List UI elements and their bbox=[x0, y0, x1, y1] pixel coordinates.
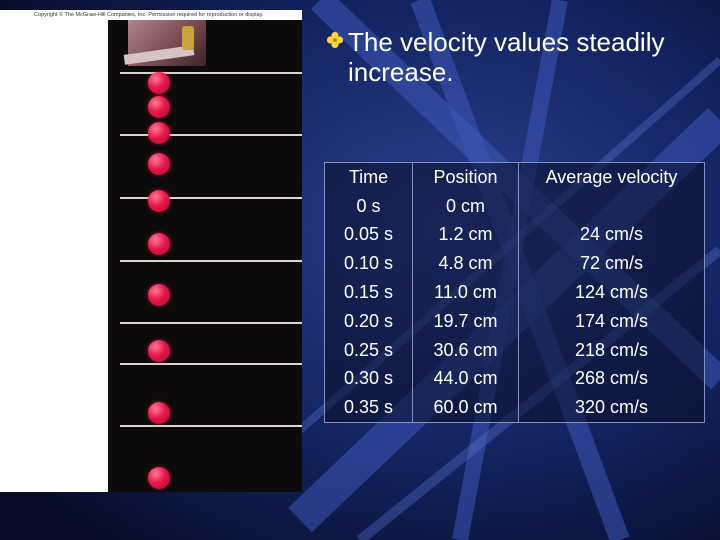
ball-image bbox=[148, 467, 170, 489]
ball-image bbox=[148, 284, 170, 306]
bullet-text: The velocity values steadily increase. bbox=[348, 27, 665, 87]
bullet-point: The velocity values steadily increase. bbox=[326, 27, 706, 87]
ball-image bbox=[148, 96, 170, 118]
ball-image bbox=[148, 402, 170, 424]
table-row: 0.15 s 11.0 cm 124 cm/s bbox=[324, 278, 705, 307]
scale-line bbox=[120, 322, 302, 324]
falling-ball-strobe-photo bbox=[108, 20, 302, 492]
time-cell: 0.25 s bbox=[324, 335, 413, 365]
table-row: 0.35 s 60.0 cm 320 cm/s bbox=[324, 393, 705, 424]
photo-panel: Copyright © The McGraw-Hill Companies, I… bbox=[0, 10, 302, 492]
velocity-cell: 24 cm/s bbox=[518, 220, 705, 250]
time-cell: 0.30 s bbox=[324, 364, 413, 394]
position-cell: 0 cm bbox=[412, 191, 519, 221]
velocity-cell: 320 cm/s bbox=[518, 393, 705, 424]
scale-line bbox=[120, 197, 302, 199]
scale-line bbox=[120, 363, 302, 365]
time-cell: 0 s bbox=[324, 191, 413, 221]
time-cell: 0.35 s bbox=[324, 393, 413, 424]
ball-image bbox=[148, 233, 170, 255]
table-row: 0.10 s 4.8 cm 72 cm/s bbox=[324, 249, 705, 279]
velocity-cell: 268 cm/s bbox=[518, 364, 705, 394]
table-row: 0.30 s 44.0 cm 268 cm/s bbox=[324, 364, 705, 394]
apparatus-clip bbox=[182, 26, 194, 50]
ball-image bbox=[148, 190, 170, 212]
velocity-data-table: Time Position Average velocity 0 s 0 cm … bbox=[324, 161, 705, 424]
copyright-notice: Copyright © The McGraw-Hill Companies, I… bbox=[34, 12, 264, 18]
position-cell: 44.0 cm bbox=[412, 364, 519, 394]
position-cell: 11.0 cm bbox=[412, 278, 519, 307]
table-row: 0.25 s 30.6 cm 218 cm/s bbox=[324, 335, 705, 365]
scale-line bbox=[120, 425, 302, 427]
column-header-position: Position bbox=[412, 161, 519, 192]
time-cell: 0.05 s bbox=[324, 220, 413, 250]
time-cell: 0.20 s bbox=[324, 306, 413, 336]
time-cell: 0.10 s bbox=[324, 249, 413, 279]
table-row: 0.05 s 1.2 cm 24 cm/s bbox=[324, 220, 705, 250]
velocity-cell: 124 cm/s bbox=[518, 278, 705, 307]
time-cell: 0.15 s bbox=[324, 278, 413, 307]
table-row: 0 s 0 cm bbox=[324, 191, 705, 221]
column-header-average-velocity: Average velocity bbox=[518, 161, 705, 192]
velocity-cell: 218 cm/s bbox=[518, 335, 705, 365]
velocity-cell: 72 cm/s bbox=[518, 249, 705, 279]
velocity-cell: 174 cm/s bbox=[518, 306, 705, 336]
scale-line bbox=[120, 134, 302, 136]
position-cell: 1.2 cm bbox=[412, 220, 519, 250]
ball-image bbox=[148, 153, 170, 175]
position-cell: 4.8 cm bbox=[412, 249, 519, 279]
position-cell: 30.6 cm bbox=[412, 335, 519, 365]
ball-image bbox=[148, 72, 170, 94]
scale-line bbox=[120, 72, 302, 74]
velocity-cell bbox=[518, 191, 705, 221]
column-header-time: Time bbox=[324, 161, 413, 192]
ball-image bbox=[148, 122, 170, 144]
scale-line bbox=[120, 260, 302, 262]
position-cell: 60.0 cm bbox=[412, 393, 519, 424]
table-header-row: Time Position Average velocity bbox=[324, 161, 705, 192]
diamond-bullet-icon bbox=[326, 31, 344, 49]
ball-image bbox=[148, 340, 170, 362]
position-cell: 19.7 cm bbox=[412, 306, 519, 336]
table-row: 0.20 s 19.7 cm 174 cm/s bbox=[324, 306, 705, 336]
